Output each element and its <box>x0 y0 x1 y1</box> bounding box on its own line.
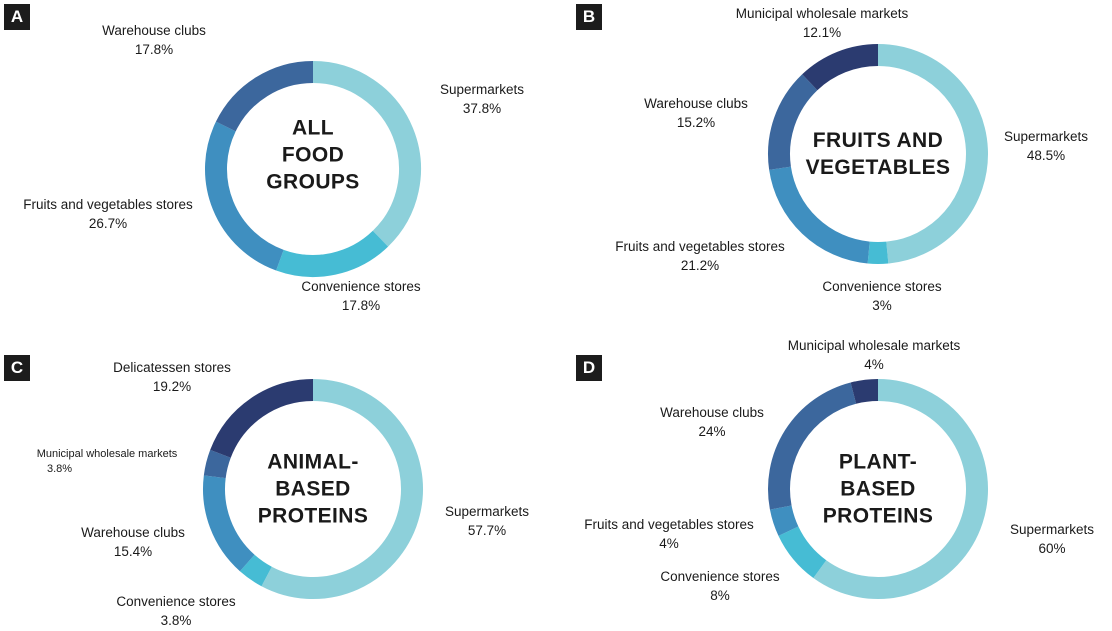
slice-label-convenience-stores: Convenience stores 3% <box>822 277 941 315</box>
donut-slice-fruits-and-vegetables-stores <box>205 121 284 271</box>
slice-value: 12.1% <box>802 25 842 40</box>
donut-slice-municipal-wholesale-markets <box>802 44 879 91</box>
donut-slice-supermarkets <box>261 379 423 599</box>
donut-slice-supermarkets <box>877 44 988 264</box>
donut-chart-all-food-groups <box>205 61 421 277</box>
donut-slice-supermarkets <box>813 379 988 599</box>
slice-label-convenience-stores: Convenience stores 17.8% <box>301 277 420 315</box>
slice-name: Warehouse clubs <box>644 96 748 111</box>
donut-slice-convenience-stores <box>778 526 827 578</box>
donut-slice-supermarkets <box>312 61 421 247</box>
slice-label-warehouse-clubs: Warehouse clubs 15.2% <box>644 94 748 132</box>
slice-name: Delicatessen stores <box>113 360 231 375</box>
slice-name: Supermarkets <box>1003 129 1089 144</box>
slice-name: Fruits and vegetables stores <box>23 197 193 212</box>
slice-value: 48.5% <box>1026 148 1066 163</box>
slice-label-warehouse-clubs: Warehouse clubs 17.8% <box>102 21 206 59</box>
slice-label-fruits-vegetables-stores: Fruits and vegetables stores 21.2% <box>615 237 785 275</box>
slice-name: Fruits and vegetables stores <box>584 517 754 532</box>
slice-name: Warehouse clubs <box>660 405 764 420</box>
slice-name: Municipal wholesale markets <box>787 338 961 353</box>
slice-label-fruits-vegetables-stores: Fruits and vegetables stores 26.7% <box>23 195 193 233</box>
slice-value: 3.8% <box>160 613 192 628</box>
slice-value: 15.2% <box>676 115 716 130</box>
panel-badge: A <box>4 4 30 30</box>
slice-label-supermarkets: Supermarkets 57.7% <box>445 502 529 540</box>
slice-label-supermarkets: Supermarkets 48.5% <box>1004 127 1088 165</box>
slice-value: 8% <box>710 588 730 603</box>
donut-slice-convenience-stores <box>276 230 389 277</box>
slice-value: 4% <box>659 536 679 551</box>
slice-label-warehouse-clubs: Warehouse clubs 24% <box>660 403 764 441</box>
slice-label-delicatessen-stores: Delicatessen stores 19.2% <box>113 358 231 396</box>
slice-name: Supermarkets <box>1009 522 1095 537</box>
donut-slice-warehouse-clubs <box>215 61 314 132</box>
slice-label-municipal-wholesale-markets: Municipal wholesale markets 3.8% <box>37 447 178 477</box>
donut-chart-fruits-vegetables <box>768 44 988 264</box>
slice-name: Supermarkets <box>439 82 525 97</box>
slice-label-supermarkets: Supermarkets 37.8% <box>440 80 524 118</box>
slice-label-supermarkets: Supermarkets 60% <box>1010 520 1094 558</box>
center-title: FRUITS AND VEGETABLES <box>805 129 951 179</box>
donut-slice-warehouse-clubs <box>768 74 818 170</box>
slice-name: Municipal wholesale markets <box>735 6 909 21</box>
slice-value: 3.8% <box>46 463 73 475</box>
slice-label-fruits-vegetables-stores: Fruits and vegetables stores 4% <box>584 515 754 553</box>
slice-value: 3% <box>872 298 892 313</box>
panel-badge: C <box>4 355 30 381</box>
slice-value: 15.4% <box>113 544 153 559</box>
slice-name: Municipal wholesale markets <box>36 448 178 460</box>
slice-label-municipal-wholesale-markets: Municipal wholesale markets 12.1% <box>736 4 909 42</box>
center-title: PLANT-BASED PROTEINS <box>822 450 934 528</box>
slice-label-convenience-stores: Convenience stores 3.8% <box>116 592 235 630</box>
slice-value: 37.8% <box>462 101 502 116</box>
slice-name: Warehouse clubs <box>102 23 206 38</box>
slice-name: Supermarkets <box>444 504 530 519</box>
slice-value: 24% <box>698 424 726 439</box>
slice-value: 17.8% <box>134 42 174 57</box>
donut-chart-animal-based-proteins <box>203 379 423 599</box>
panel-badge: D <box>576 355 602 381</box>
slice-value: 57.7% <box>467 523 507 538</box>
center-title: ALL FOOD GROUPS <box>266 116 360 194</box>
panel-badge: B <box>576 4 602 30</box>
slice-name: Convenience stores <box>116 594 236 609</box>
slice-value: 21.2% <box>680 258 720 273</box>
slice-name: Warehouse clubs <box>81 525 185 540</box>
slice-value: 60% <box>1038 541 1066 556</box>
slice-name: Convenience stores <box>301 279 421 294</box>
slice-label-convenience-stores: Convenience stores 8% <box>660 567 779 605</box>
donut-slice-convenience-stores <box>239 554 273 587</box>
slice-label-municipal-wholesale-markets: Municipal wholesale markets 4% <box>788 336 961 374</box>
slice-value: 19.2% <box>152 379 192 394</box>
slice-label-warehouse-clubs: Warehouse clubs 15.4% <box>81 523 185 561</box>
slice-value: 17.8% <box>341 298 381 313</box>
donut-chart-plant-based-proteins <box>768 379 988 599</box>
slice-value: 26.7% <box>88 216 128 231</box>
donut-slice-delicatessen-stores <box>210 379 314 459</box>
donut-slice-municipal-wholesale-markets <box>850 379 879 404</box>
slice-name: Fruits and vegetables stores <box>615 239 785 254</box>
donut-slice-warehouse-clubs <box>203 475 255 572</box>
slice-name: Convenience stores <box>660 569 780 584</box>
center-title: ANIMAL-BASED PROTEINS <box>257 450 369 528</box>
donut-slice-municipal-wholesale-markets <box>203 449 231 479</box>
donut-slice-warehouse-clubs <box>768 382 857 510</box>
slice-value: 4% <box>864 357 884 372</box>
donut-slice-fruits-and-vegetables-stores <box>769 505 799 536</box>
slice-name: Convenience stores <box>822 279 942 294</box>
donut-slice-fruits-and-vegetables-stores <box>769 166 871 264</box>
